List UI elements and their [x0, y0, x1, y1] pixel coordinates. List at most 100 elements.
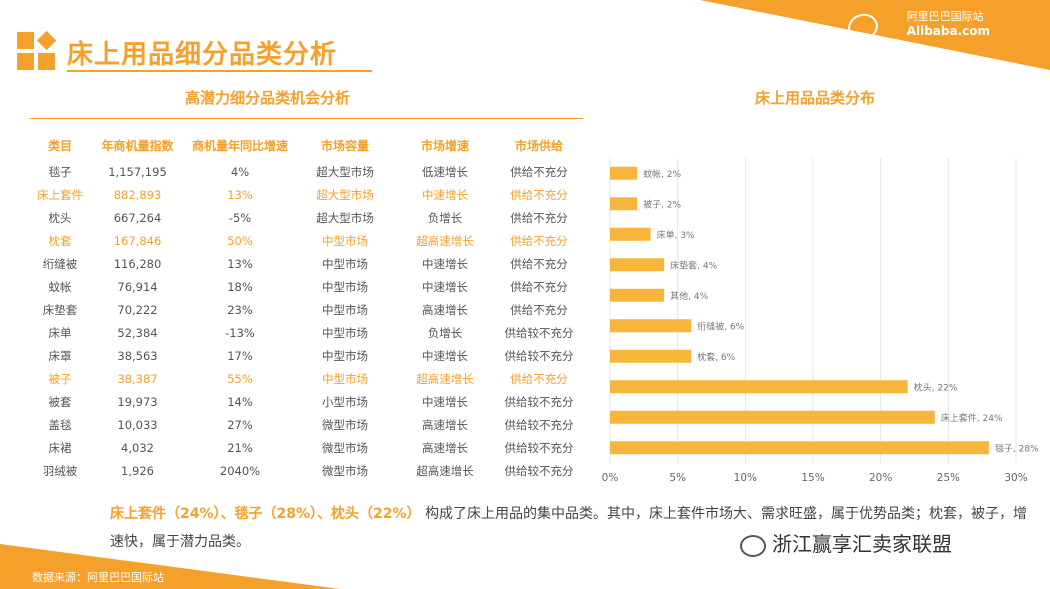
table-cell: 床裙: [48, 440, 72, 455]
table-row: 蚊帐 76,914 18% 中型市场 中速增长 供给不充分: [30, 275, 583, 298]
table-cell: 低速增长: [422, 164, 468, 179]
table-cell: 小型市场: [322, 394, 368, 409]
title-block: [36, 30, 57, 51]
table-cell: 667,264: [113, 210, 162, 225]
table-cell: 38,563: [117, 348, 158, 363]
table-cell: -5%: [228, 210, 252, 225]
table-cell: 50%: [227, 233, 253, 248]
opportunity-table: 类目 年商机量指数 商机量年同比增速 市场容量 市场增速 市场供给 毯子 1,15…: [30, 130, 583, 482]
table-cell: 床上套件: [37, 187, 83, 202]
table-cell: 供给不充分: [510, 302, 568, 317]
table-cell: 超高速增长: [416, 463, 474, 478]
table-cell: 供给不充分: [510, 187, 568, 202]
table-cell: 供给不充分: [510, 164, 568, 179]
chart-title: 床上用品品类分布: [755, 89, 876, 107]
table-row: 绗缝被 116,280 13% 中型市场 中速增长 供给不充分: [30, 252, 583, 275]
column-header: 商机量年同比增速: [191, 138, 288, 153]
table-cell: 中型市场: [322, 371, 368, 386]
table-cell: 中速增长: [422, 394, 468, 409]
table-title: 高潜力细分品类机会分析: [185, 89, 351, 107]
bar: [610, 410, 935, 424]
table-cell: 116,280: [113, 256, 162, 271]
title-block: [17, 53, 34, 70]
table-row: 床裙 4,032 21% 微型市场 高速增长 供给较不充分: [30, 436, 583, 459]
table-cell: 27%: [227, 417, 253, 432]
bar-data-label: 蚊帐, 2%: [643, 168, 681, 180]
table-cell: 中型市场: [322, 256, 368, 271]
table-cell: 中型市场: [322, 279, 368, 294]
table-cell: 21%: [227, 440, 253, 455]
table-cell: 供给较不充分: [504, 325, 574, 340]
footer-corner-decoration: [0, 544, 340, 589]
table-cell: 高速增长: [422, 302, 468, 317]
table-cell: 盖毯: [48, 417, 72, 432]
table-row: 盖毯 10,033 27% 微型市场 高速增长 供给较不充分: [30, 413, 583, 436]
table-cell: 中速增长: [422, 279, 468, 294]
table-cell: 中型市场: [322, 302, 368, 317]
table-cell: 枕头: [48, 210, 72, 225]
bar-data-label: 其他, 4%: [670, 290, 708, 302]
table-cell: 38,387: [117, 371, 158, 386]
table-cell: 供给不充分: [510, 233, 568, 248]
table-cell: 负增长: [427, 210, 463, 225]
watermark-text: 浙江赢享汇卖家联盟: [772, 532, 952, 556]
table-cell: 供给较不充分: [504, 463, 574, 478]
title-underline: [67, 70, 372, 72]
table-cell: 枕套: [48, 233, 72, 248]
table-cell: 羽绒被: [42, 463, 78, 478]
table-cell: 19,973: [117, 394, 158, 409]
table-row: 床上套件 882,893 13% 超大型市场 中速增长 供给不充分: [30, 183, 583, 206]
header-corner-decoration: [700, 0, 1050, 70]
bar-data-label: 枕套, 6%: [697, 351, 735, 363]
table-cell: 中速增长: [422, 348, 468, 363]
table-header-row: 类目 年商机量指数 商机量年同比增速 市场容量 市场增速 市场供给: [30, 130, 583, 160]
table-cell: 绗缝被: [42, 256, 78, 271]
table-cell: 供给较不充分: [504, 348, 574, 363]
table-divider: [30, 118, 583, 119]
table-cell: 10,033: [117, 417, 158, 432]
table-cell: 中型市场: [322, 348, 368, 363]
bar-data-label: 床上套件, 24%: [941, 412, 1003, 424]
table-row: 被子 38,387 55% 中型市场 超高速增长 供给不充分: [30, 367, 583, 390]
bar-data-label: 毯子, 28%: [995, 442, 1039, 454]
bar: [610, 349, 692, 363]
title-blocks-icon: [17, 30, 57, 70]
bar: [610, 319, 692, 333]
table-row: 枕套 167,846 50% 中型市场 超高速增长 供给不充分: [30, 229, 583, 252]
table-cell: 毯子: [48, 164, 72, 179]
table-cell: 被子: [48, 371, 72, 386]
table-cell: 供给较不充分: [504, 394, 574, 409]
table-cell: 超大型市场: [316, 187, 374, 202]
bar: [610, 441, 989, 455]
bar-data-label: 枕头, 22%: [914, 381, 958, 393]
x-tick-label: 10%: [734, 472, 757, 484]
table-cell: 70,222: [117, 302, 158, 317]
logo-cn-text: 阿里巴巴国际站: [906, 10, 984, 23]
table-cell: 负增长: [427, 325, 463, 340]
table-cell: 13%: [227, 187, 253, 202]
wechat-icon: [740, 534, 766, 557]
table-cell: 微型市场: [322, 417, 368, 432]
table-cell: 供给不充分: [510, 371, 568, 386]
table-row: 羽绒被 1,926 2040% 微型市场 超高速增长 供给较不充分: [30, 459, 583, 482]
table-cell: -13%: [225, 325, 255, 340]
table-cell: 床罩: [48, 348, 72, 363]
table-row: 枕头 667,264 -5% 超大型市场 负增长 供给不充分: [30, 206, 583, 229]
x-tick-label: 5%: [669, 472, 686, 484]
bar: [610, 258, 665, 272]
bar: [610, 380, 908, 394]
table-cell: 超高速增长: [416, 371, 474, 386]
table-cell: 高速增长: [422, 440, 468, 455]
table-cell: 高速增长: [422, 417, 468, 432]
table-cell: 超大型市场: [316, 164, 374, 179]
table-cell: 微型市场: [322, 463, 368, 478]
bar: [610, 197, 638, 211]
table-cell: 17%: [227, 348, 253, 363]
table-cell: 2040%: [219, 463, 261, 478]
page-title: 床上用品细分品类分析: [67, 40, 338, 70]
table-row: 床单 52,384 -13% 中型市场 负增长 供给较不充分: [30, 321, 583, 344]
x-tick-label: 0%: [602, 472, 619, 484]
table-cell: 供给不充分: [510, 210, 568, 225]
table-cell: 4%: [230, 164, 250, 179]
table-cell: 882,893: [113, 187, 162, 202]
